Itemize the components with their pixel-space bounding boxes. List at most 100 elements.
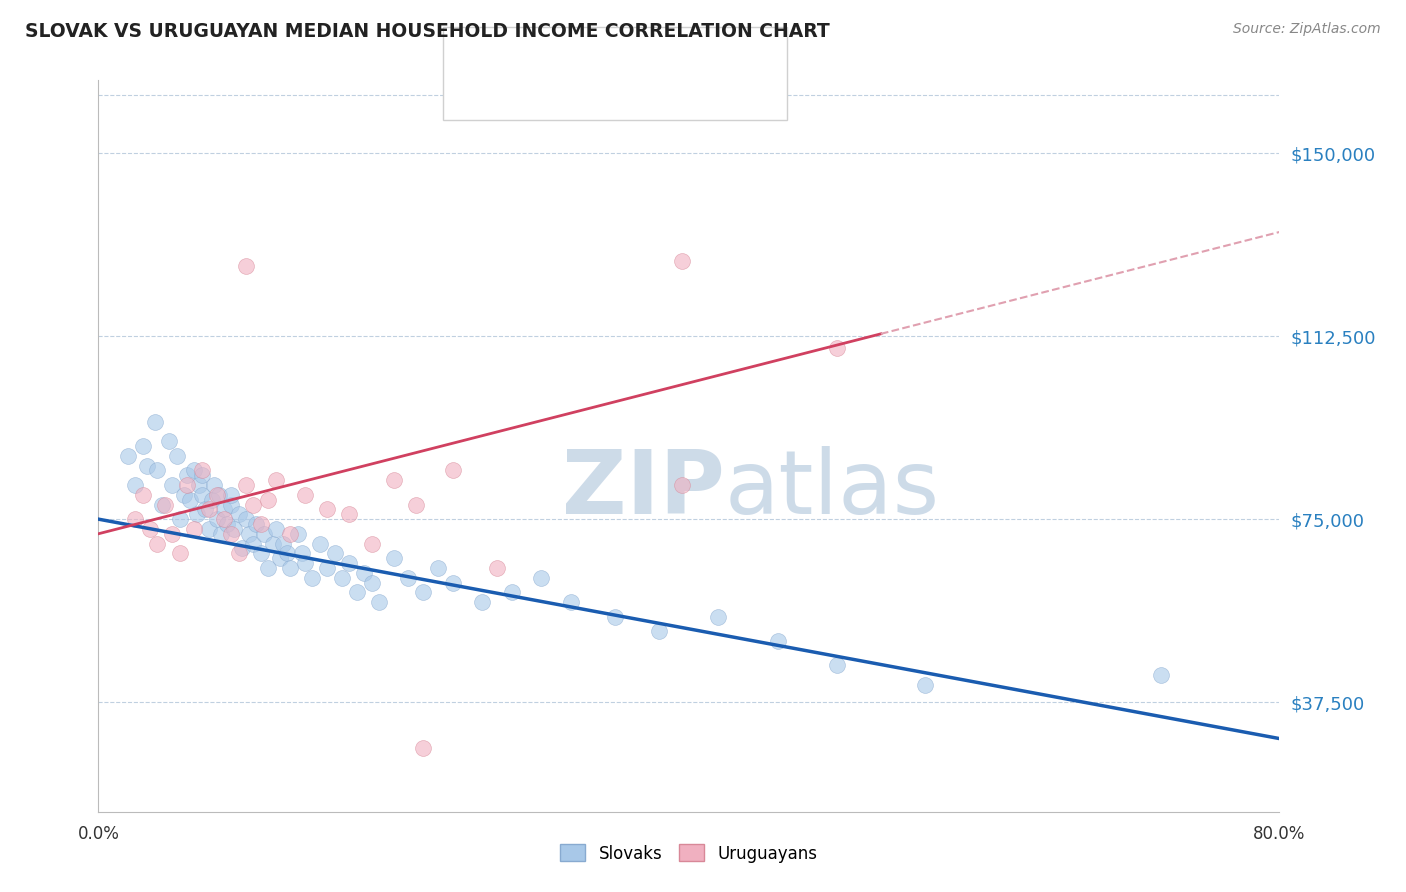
Point: [242, 498, 264, 512]
Point: [212, 512, 235, 526]
Point: [194, 502, 217, 516]
Point: [235, 478, 257, 492]
Point: [139, 522, 162, 536]
Text: ZIP: ZIP: [561, 446, 724, 533]
Text: N = 31: N = 31: [673, 87, 737, 104]
Point: [201, 492, 224, 507]
Point: [301, 571, 323, 585]
Point: [262, 536, 284, 550]
Point: [250, 546, 273, 560]
Point: [176, 468, 198, 483]
Text: SLOVAK VS URUGUAYAN MEDIAN HOUSEHOLD INCOME CORRELATION CHART: SLOVAK VS URUGUAYAN MEDIAN HOUSEHOLD INC…: [25, 22, 830, 41]
Point: [242, 536, 264, 550]
Point: [157, 434, 180, 449]
Point: [294, 488, 316, 502]
Point: [560, 595, 582, 609]
Point: [209, 526, 232, 541]
Point: [124, 512, 146, 526]
Point: [825, 658, 848, 673]
Point: [150, 498, 173, 512]
Point: [136, 458, 159, 473]
Point: [914, 678, 936, 692]
Point: [330, 571, 353, 585]
Point: [146, 536, 169, 550]
Point: [208, 488, 231, 502]
Point: [294, 556, 316, 570]
Point: [257, 561, 280, 575]
Point: [412, 585, 434, 599]
Point: [169, 512, 191, 526]
Point: [221, 526, 243, 541]
Point: [441, 463, 464, 477]
Legend: Slovaks, Uruguayans: Slovaks, Uruguayans: [554, 838, 824, 869]
Point: [162, 478, 183, 492]
Point: [245, 516, 267, 531]
Point: [382, 551, 405, 566]
Point: [269, 551, 291, 566]
Point: [671, 253, 693, 268]
Point: [132, 439, 155, 453]
Point: [198, 502, 221, 516]
Point: [202, 478, 225, 492]
Point: [146, 463, 169, 477]
Point: [212, 502, 235, 516]
Point: [264, 522, 287, 536]
Point: [671, 478, 693, 492]
Point: [291, 546, 314, 560]
Point: [235, 512, 257, 526]
Point: [132, 488, 155, 502]
Point: [264, 473, 287, 487]
Point: [162, 526, 183, 541]
Point: [441, 575, 464, 590]
Point: [221, 498, 243, 512]
Point: [316, 561, 339, 575]
Point: [221, 488, 243, 502]
Point: [382, 473, 405, 487]
Point: [825, 342, 848, 356]
Point: [368, 595, 391, 609]
Text: R = -0.473: R = -0.473: [505, 42, 602, 60]
Point: [427, 561, 450, 575]
Point: [198, 522, 221, 536]
Point: [179, 492, 201, 507]
Point: [153, 498, 176, 512]
Point: [276, 546, 298, 560]
Point: [1150, 668, 1173, 682]
Point: [257, 492, 280, 507]
Point: [766, 634, 789, 648]
Point: [224, 522, 246, 536]
Text: R =  0.262: R = 0.262: [505, 87, 600, 104]
Point: [143, 415, 166, 429]
Point: [353, 566, 375, 580]
Point: [287, 526, 309, 541]
Point: [605, 609, 627, 624]
Text: Source: ZipAtlas.com: Source: ZipAtlas.com: [1233, 22, 1381, 37]
Point: [183, 522, 205, 536]
Point: [250, 516, 273, 531]
Point: [124, 478, 146, 492]
Point: [117, 449, 139, 463]
Point: [231, 541, 253, 556]
Point: [346, 585, 368, 599]
Point: [205, 488, 228, 502]
Point: [191, 468, 214, 483]
Text: N = 75: N = 75: [673, 42, 737, 60]
Point: [707, 609, 730, 624]
Point: [253, 526, 276, 541]
Point: [360, 575, 382, 590]
FancyBboxPatch shape: [457, 37, 491, 67]
Point: [169, 546, 191, 560]
Point: [398, 571, 420, 585]
Point: [405, 498, 427, 512]
Point: [215, 516, 238, 531]
Point: [360, 536, 382, 550]
Point: [238, 526, 260, 541]
Point: [339, 556, 361, 570]
Point: [501, 585, 523, 599]
Point: [323, 546, 346, 560]
Point: [173, 488, 195, 502]
Point: [186, 508, 208, 522]
Point: [316, 502, 339, 516]
FancyBboxPatch shape: [443, 27, 787, 120]
Point: [166, 449, 188, 463]
